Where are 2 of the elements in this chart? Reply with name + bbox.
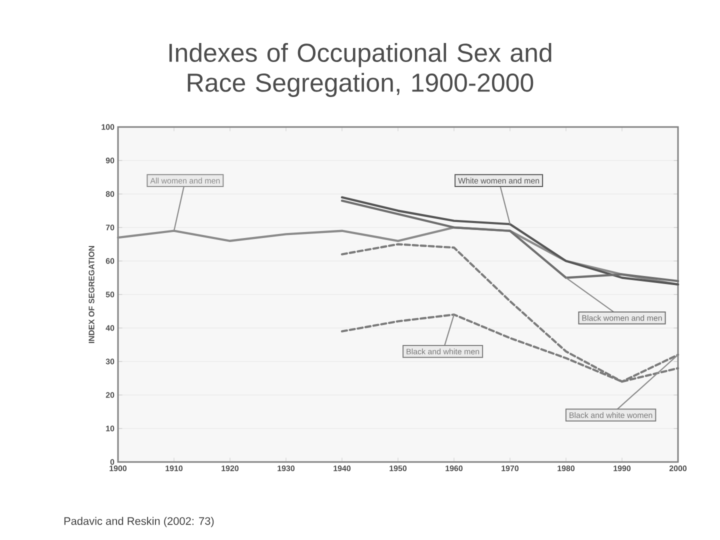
chart-title: Indexes of Occupational Sex and Race Segregation, 1900-2000: [169, 42, 552, 98]
text: Padavic and Reskin (2002: 73): [64, 516, 214, 528]
